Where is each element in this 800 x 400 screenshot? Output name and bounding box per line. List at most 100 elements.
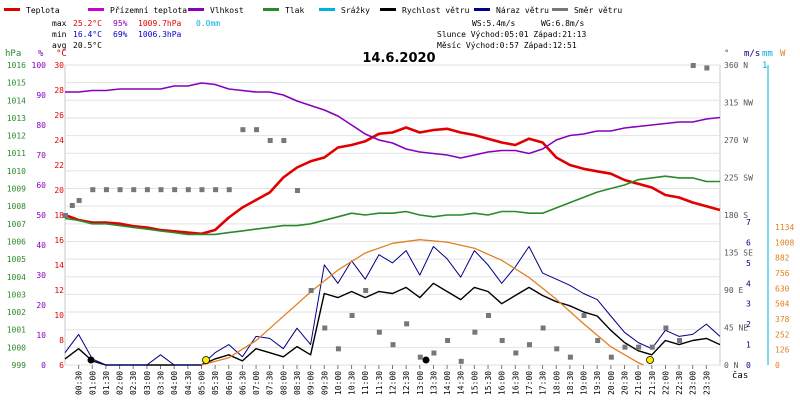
tick-hpa: 1001 <box>7 326 26 335</box>
moon-info: Měsíc Východ:0:57 Západ:12:51 <box>437 41 577 50</box>
wind-direction-point <box>131 187 137 193</box>
axis-direction-label: ° <box>724 49 729 59</box>
legend-swatch <box>263 8 279 11</box>
stat-min-press: 1006.3hPa <box>138 30 182 39</box>
tick-w: 378 <box>775 315 790 324</box>
tick-celsius: 8 <box>59 336 64 345</box>
wind-direction-point <box>349 313 355 318</box>
wind-direction-point <box>199 187 205 193</box>
tick-ms: 5 <box>746 259 751 268</box>
tick-hpa: 1002 <box>7 308 26 317</box>
wind-direction-point <box>445 338 451 343</box>
tick-celsius: 28 <box>54 86 64 95</box>
wind-direction-point <box>267 138 273 143</box>
tick-celsius: 20 <box>54 186 64 195</box>
x-tick-label: 19:00 <box>580 371 589 395</box>
x-tick-label: 04:00 <box>170 371 179 395</box>
wind-direction-point <box>213 187 219 193</box>
tick-percent: 100 <box>32 61 47 70</box>
tick-percent: 60 <box>36 181 46 190</box>
wind-direction-point <box>417 354 423 360</box>
series-sluneční-záření <box>201 239 644 366</box>
tick-direction: 360 N <box>724 61 748 70</box>
axis-mm-label: mm <box>762 49 773 59</box>
x-tick-label: 13:00 <box>416 371 425 395</box>
tick-celsius: 22 <box>54 161 64 170</box>
tick-direction: 45 NE <box>724 324 748 333</box>
axis-percent-label: % <box>38 49 44 59</box>
x-tick-label: 01:00 <box>88 371 97 395</box>
x-tick-label: 10:00 <box>334 371 343 395</box>
legend-label: Směr větru <box>574 6 622 15</box>
sunrise-marker <box>202 356 210 364</box>
axis-hpa-label: hPa <box>5 49 21 59</box>
tick-celsius: 12 <box>54 286 64 295</box>
x-tick-label: 16:00 <box>498 371 507 395</box>
sunset-marker <box>646 356 654 364</box>
wind-direction-point <box>158 187 164 193</box>
x-tick-label: 14:00 <box>443 371 452 395</box>
axis-ms-label: m/s <box>744 49 760 59</box>
chart-title: 14.6.2020 <box>362 51 435 66</box>
tick-direction: 180 S <box>724 211 748 220</box>
x-tick-label: 06:30 <box>238 371 247 395</box>
x-tick-label: 21:30 <box>648 371 657 395</box>
x-tick-label: 12:00 <box>389 371 398 395</box>
tick-w: 882 <box>775 254 790 263</box>
wind-direction-point <box>567 354 573 360</box>
x-tick-label: 22:30 <box>675 371 684 395</box>
wind-direction-point <box>90 187 96 193</box>
wind-direction-point <box>513 350 519 356</box>
x-tick-label: 00:30 <box>75 371 84 395</box>
wind-direction-point <box>636 344 642 350</box>
x-tick-label: 13:30 <box>429 371 438 395</box>
x-tick-label: 01:30 <box>102 371 111 395</box>
tick-percent: 10 <box>36 331 46 340</box>
x-tick-label: 16:30 <box>511 371 520 395</box>
x-tick-label: 23:30 <box>702 371 711 395</box>
x-tick-label: 03:30 <box>157 371 166 395</box>
tick-hpa: 1016 <box>7 61 26 70</box>
tick-hpa: 1004 <box>7 273 26 282</box>
x-tick-label: 09:30 <box>320 371 329 395</box>
wind-direction-point <box>144 187 150 193</box>
legend-label: Náraz větru <box>496 6 549 15</box>
x-tick-label: 05:00 <box>197 371 206 395</box>
legend-swatch <box>319 8 335 11</box>
wind-direction-point <box>608 354 614 360</box>
wind-info: WS:5.4m/s WG:6.8m/s Slunce Východ:05:01 … <box>437 19 586 50</box>
series-náraz-větru <box>64 246 721 366</box>
wind-direction-point <box>76 198 82 203</box>
tick-hpa: 1005 <box>7 255 26 264</box>
tick-percent: 90 <box>36 91 46 100</box>
series-tlak <box>64 175 720 236</box>
tick-w: 756 <box>775 269 790 278</box>
tick-celsius: 26 <box>54 111 64 120</box>
tick-celsius: 18 <box>54 211 64 220</box>
tick-celsius: 30 <box>54 61 64 70</box>
x-tick-label: 06:00 <box>225 371 234 395</box>
tick-w: 0 <box>775 361 780 370</box>
stats-block: max 25.2°C 95% 1009.7hPa 0.0mm min 16.4°… <box>52 19 220 50</box>
x-tick-label: 09:00 <box>307 371 316 395</box>
legend-label: Vlhkost <box>210 6 244 15</box>
wind-direction-point <box>185 187 191 193</box>
wind-direction-point <box>526 342 532 348</box>
tick-hpa: 1014 <box>7 96 26 105</box>
tick-hpa: 1011 <box>7 149 26 158</box>
x-tick-label: 15:00 <box>470 371 479 395</box>
tick-hpa: 1009 <box>7 185 26 194</box>
x-tick-label: 20:30 <box>620 371 629 395</box>
wind-direction-point <box>677 338 683 343</box>
tick-w: 252 <box>775 330 790 339</box>
wind-ws: WS:5.4m/s <box>472 19 516 28</box>
wind-direction-point <box>595 338 601 343</box>
legend-label: Tlak <box>285 6 304 15</box>
x-tick-label: 07:30 <box>266 371 275 395</box>
wind-direction-point <box>63 213 68 218</box>
tick-direction: 0 N <box>724 361 739 370</box>
wind-direction-point <box>431 350 437 356</box>
x-tick-label: 08:00 <box>279 371 288 395</box>
stat-max-hum: 95% <box>113 19 128 28</box>
